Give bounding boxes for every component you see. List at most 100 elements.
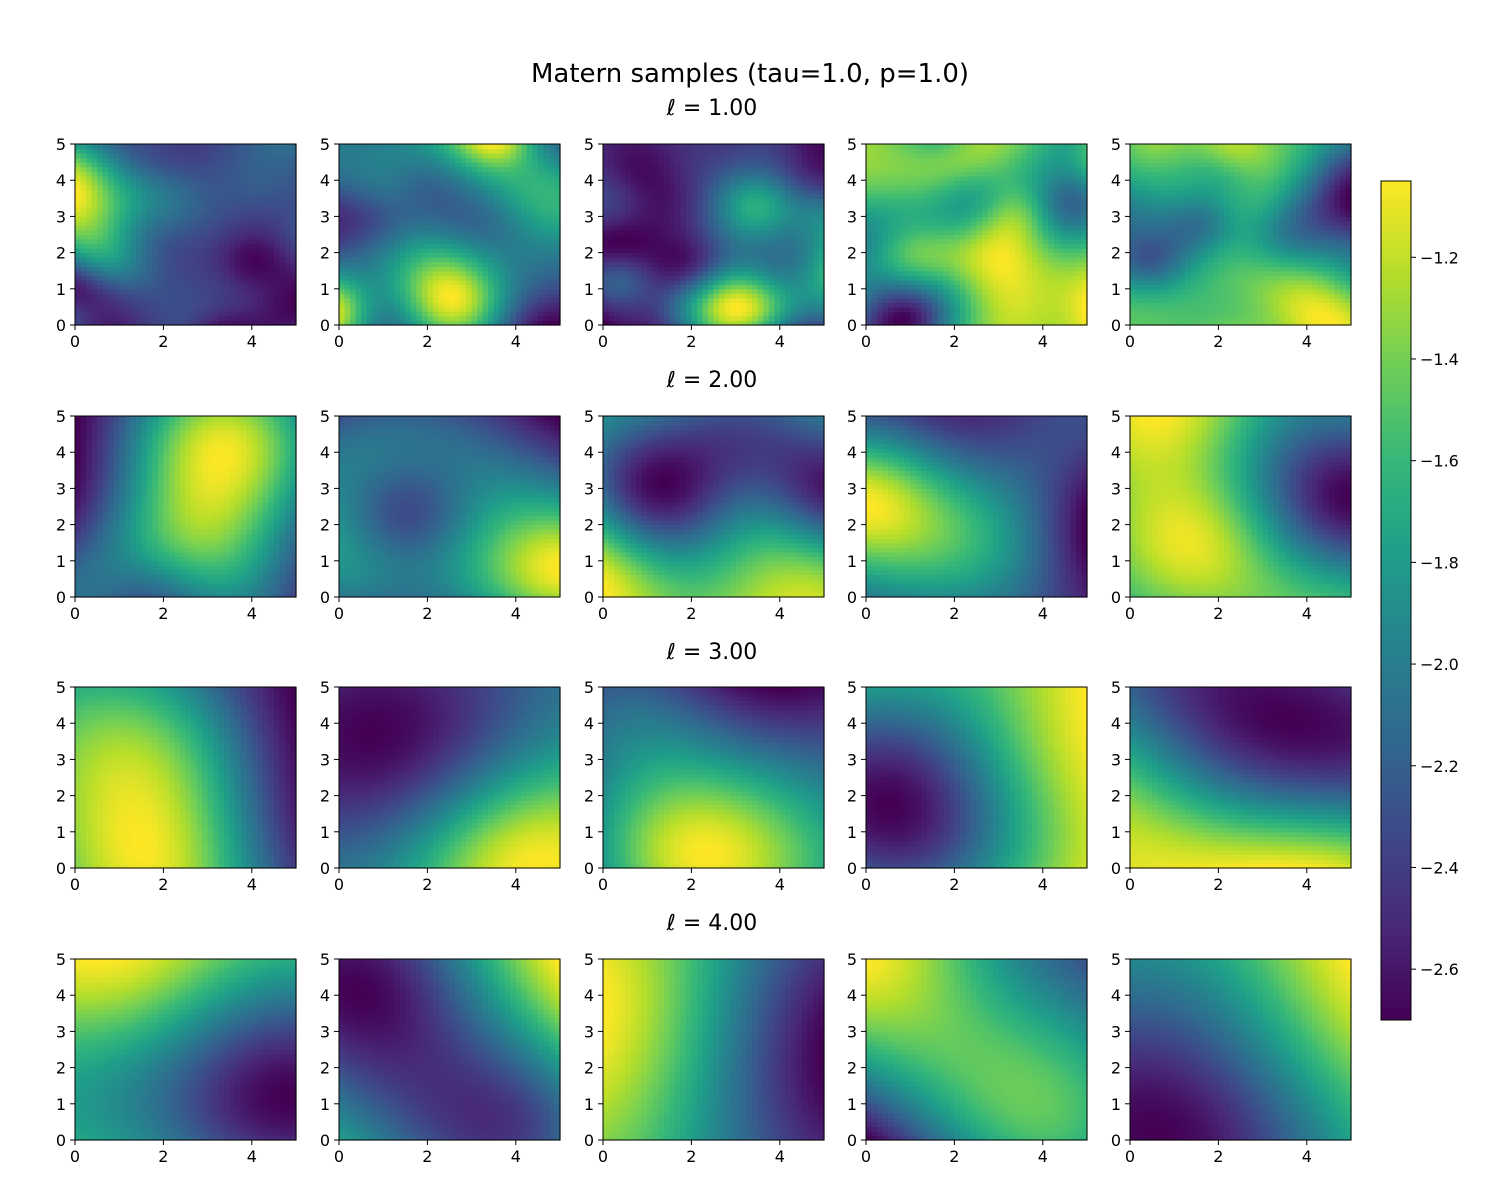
heatmap-cell	[405, 162, 412, 168]
heatmap-cell	[818, 225, 825, 231]
heatmap-cell	[696, 293, 704, 299]
heatmap-cell	[350, 252, 357, 258]
heatmap-cell	[443, 220, 451, 227]
heatmap-cell	[554, 207, 561, 213]
heatmap-cell	[619, 302, 626, 308]
heatmap-cell	[251, 207, 258, 213]
heatmap-cell	[510, 306, 517, 313]
heatmap-cell	[954, 320, 961, 326]
heatmap-cell	[482, 202, 489, 208]
heatmap-cell	[807, 320, 814, 326]
heatmap-cell	[658, 257, 665, 263]
heatmap-cell	[455, 207, 462, 213]
heatmap-cell	[752, 162, 759, 168]
heatmap-cell	[521, 220, 528, 227]
heatmap-cell	[438, 175, 445, 181]
heatmap-cell	[652, 193, 659, 199]
heatmap-cell	[202, 220, 209, 227]
heatmap-cell	[246, 275, 253, 281]
heatmap-cell	[763, 239, 770, 245]
heatmap-cell	[146, 297, 153, 303]
heatmap-cell	[741, 297, 748, 303]
heatmap-cell	[416, 184, 423, 190]
heatmap-cell	[460, 234, 467, 240]
heatmap-cell	[124, 198, 131, 204]
heatmap-cell	[625, 311, 632, 317]
heatmap-cell	[641, 234, 648, 240]
heatmap-cell	[526, 211, 533, 218]
heatmap-cell	[515, 239, 522, 245]
heatmap-cell	[669, 148, 676, 154]
heatmap-cell	[735, 198, 742, 204]
heatmap-cell	[774, 252, 781, 258]
heatmap-cell	[218, 180, 225, 186]
heatmap-cell	[344, 266, 351, 272]
heatmap-cell	[477, 216, 484, 222]
heatmap-cell	[240, 180, 247, 186]
heatmap-cell	[377, 239, 384, 245]
heatmap-cell	[625, 216, 632, 222]
heatmap-cell	[224, 306, 231, 313]
heatmap-cell	[521, 144, 528, 150]
heatmap-cell	[774, 171, 781, 177]
heatmap-cell	[163, 166, 170, 172]
heatmap-cell	[388, 266, 395, 272]
heatmap-cell	[774, 157, 781, 163]
heatmap-cell	[372, 180, 379, 186]
heatmap-cell	[124, 216, 131, 222]
heatmap-cell	[603, 225, 610, 231]
heatmap-cell	[279, 229, 286, 236]
heatmap-cell	[603, 293, 610, 299]
heatmap-cell	[702, 266, 709, 272]
heatmap-cell	[554, 248, 561, 254]
heatmap-cell	[377, 248, 384, 254]
heatmap-cell	[141, 180, 148, 186]
heatmap-cell	[785, 297, 792, 303]
heatmap-cell	[719, 157, 726, 163]
heatmap-cell	[790, 189, 797, 195]
heatmap-cell	[460, 207, 467, 213]
heatmap-cell	[262, 211, 269, 218]
heatmap-cell	[807, 252, 814, 258]
heatmap-cell	[405, 261, 412, 267]
heatmap-cell	[785, 279, 792, 285]
heatmap-cell	[383, 184, 390, 190]
heatmap-cell	[262, 229, 269, 236]
x-tick-label: 4	[247, 332, 257, 351]
heatmap-cell	[146, 184, 153, 190]
heatmap-cell	[377, 184, 384, 190]
heatmap-cell	[135, 239, 142, 245]
heatmap-cell	[168, 311, 176, 317]
heatmap-cell	[674, 293, 681, 299]
heatmap-cell	[768, 157, 775, 163]
heatmap-cell	[432, 211, 440, 218]
heatmap-cell	[257, 211, 264, 218]
heatmap-cell	[273, 220, 281, 227]
heatmap-cell	[460, 279, 467, 285]
heatmap-cell	[526, 252, 533, 258]
heatmap-cell	[102, 144, 109, 150]
heatmap-cell	[515, 234, 522, 240]
heatmap-cell	[196, 175, 203, 181]
heatmap-cell	[554, 148, 561, 154]
heatmap-cell	[80, 162, 87, 168]
heatmap-cell	[730, 302, 737, 308]
heatmap-cell	[355, 261, 362, 267]
heatmap-cell	[399, 284, 406, 290]
heatmap-cell	[108, 239, 115, 245]
heatmap-cell	[471, 252, 478, 258]
heatmap-cell	[707, 211, 715, 218]
heatmap-cell	[674, 184, 681, 190]
heatmap-cell	[163, 261, 170, 267]
heatmap-cell	[774, 302, 781, 308]
heatmap-cell	[757, 248, 764, 254]
heatmap-cell	[730, 202, 737, 208]
heatmap-cell	[647, 153, 654, 159]
heatmap-cell	[246, 225, 253, 231]
heatmap-cell	[477, 288, 484, 294]
heatmap-cell	[119, 257, 126, 263]
heatmap-cell	[866, 311, 873, 317]
heatmap-cell	[135, 171, 142, 177]
heatmap-cell	[339, 284, 346, 290]
